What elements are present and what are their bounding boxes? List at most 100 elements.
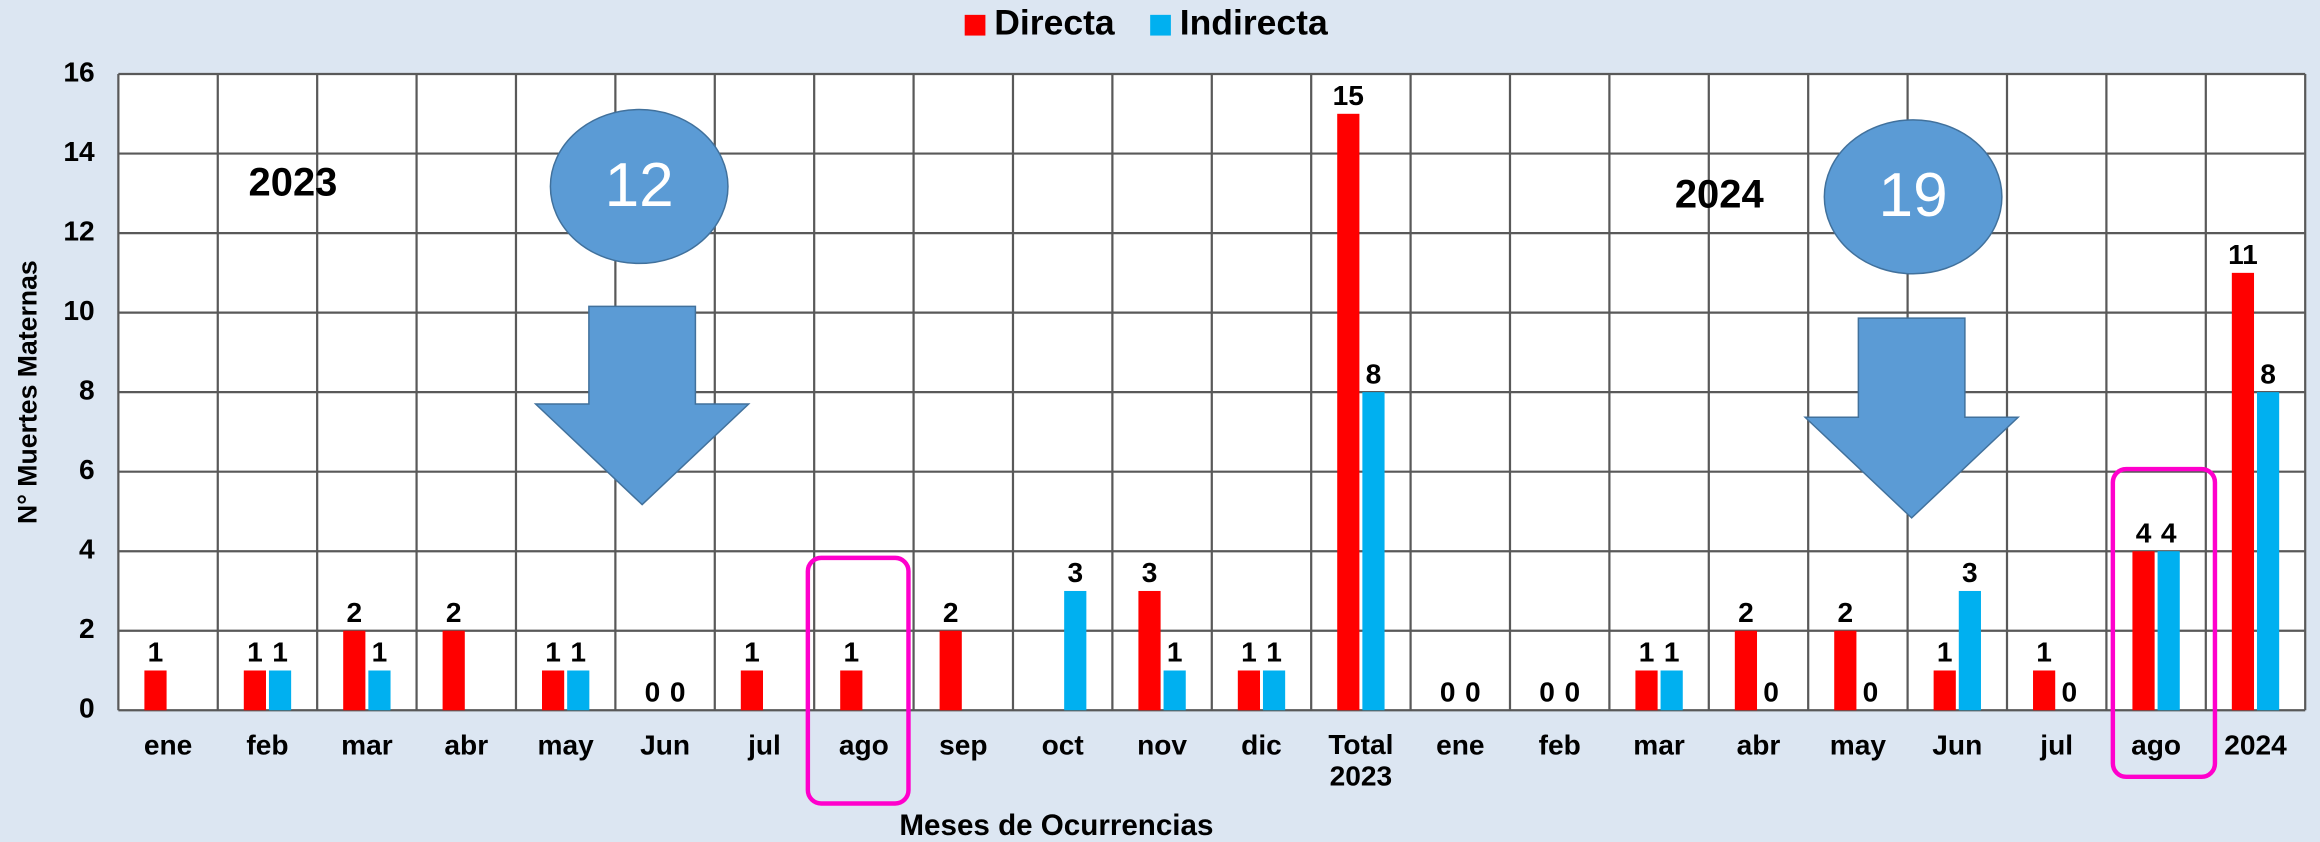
legend-swatch: [1150, 14, 1171, 36]
x-tick-label: ene: [144, 730, 192, 761]
value-label: 3: [1142, 557, 1158, 588]
value-label: 0: [1564, 676, 1580, 707]
x-tick-label: Total 2023: [1328, 730, 1393, 792]
value-label: 1: [372, 637, 388, 668]
bar: [542, 670, 565, 711]
bar: [442, 630, 465, 711]
x-tick-label: sep: [939, 730, 987, 761]
legend-swatch: [964, 14, 986, 36]
bar: [840, 670, 863, 711]
value-label: 2: [943, 597, 959, 628]
value-label: 1: [1639, 637, 1655, 668]
y-axis-label: N° Muertes Maternas: [13, 260, 43, 524]
x-tick-label: Jun: [1932, 730, 1982, 761]
bar: [740, 670, 763, 711]
x-tick-label: may: [538, 730, 595, 761]
value-label: 15: [1333, 80, 1364, 111]
x-tick-label: may: [1830, 730, 1887, 761]
value-label: 4: [2161, 517, 2177, 548]
value-label: 1: [1937, 637, 1953, 668]
bar: [1237, 670, 1261, 711]
bar: [1660, 670, 1683, 711]
x-tick-label: Jun: [640, 730, 690, 761]
value-label: 1: [1266, 637, 1282, 668]
value-label: 0: [645, 676, 661, 707]
y-tick-label: 14: [63, 136, 95, 167]
value-label: 11: [2228, 239, 2258, 270]
y-tick-label: 4: [79, 534, 95, 565]
x-tick-label: abr: [1737, 730, 1781, 761]
value-label: 1: [570, 637, 586, 668]
callout-number: 19: [1879, 161, 1948, 230]
value-label: 0: [1539, 676, 1555, 707]
x-tick-label: jul: [747, 730, 781, 761]
year-label: 2023: [249, 161, 338, 205]
value-label: 8: [2260, 358, 2276, 389]
value-label: 1: [1664, 637, 1680, 668]
y-tick-label: 0: [79, 693, 95, 724]
legend-label: Indirecta: [1180, 3, 1328, 43]
bar: [939, 630, 962, 711]
value-label: 0: [1863, 676, 1879, 707]
value-label: 1: [2036, 637, 2052, 668]
value-label: 2: [346, 597, 362, 628]
value-label: 1: [1241, 637, 1257, 668]
bar: [2231, 272, 2255, 711]
bar: [1834, 630, 1857, 711]
value-label: 1: [247, 637, 263, 668]
x-tick-label: jul: [2039, 730, 2073, 761]
x-tick-label: abr: [444, 730, 488, 761]
bar: [1064, 590, 1087, 711]
bar: [2033, 670, 2056, 711]
value-label: 0: [1440, 676, 1456, 707]
value-label: 4: [2136, 517, 2152, 548]
x-tick-label: feb: [246, 730, 288, 761]
value-label: 2: [1837, 597, 1853, 628]
value-label: 2: [1738, 597, 1754, 628]
value-label: 8: [1366, 358, 1382, 389]
down-arrow: [533, 305, 751, 506]
callout-ellipse: [549, 108, 729, 265]
value-label: 0: [1763, 676, 1779, 707]
bar: [2256, 392, 2280, 711]
value-label: 0: [1465, 676, 1481, 707]
bar: [1933, 670, 1956, 711]
bar: [1635, 670, 1658, 711]
y-tick-label: 10: [63, 295, 94, 326]
bar: [368, 670, 391, 711]
bar: [1262, 670, 1286, 711]
callout-number: 12: [605, 151, 674, 220]
value-label: 1: [272, 637, 288, 668]
x-tick-label: ago: [839, 730, 889, 761]
bar: [1362, 392, 1385, 711]
value-label: 3: [1067, 557, 1083, 588]
y-tick-label: 2: [79, 613, 95, 644]
bar: [1337, 113, 1360, 711]
bar: [1163, 670, 1186, 711]
value-label: 0: [2061, 676, 2077, 707]
y-tick-label: 8: [79, 375, 95, 406]
bar: [1734, 630, 1758, 711]
value-label: 1: [148, 637, 164, 668]
y-tick-label: 6: [79, 454, 95, 485]
year-label: 2024: [1675, 172, 1764, 216]
bar: [1958, 590, 1981, 711]
value-label: 0: [670, 676, 686, 707]
value-label: 1: [545, 637, 561, 668]
x-tick-label: mar: [1633, 730, 1685, 761]
callout-ellipse: [1823, 119, 2003, 275]
x-tick-label: ago: [2131, 730, 2181, 761]
value-label: 3: [1962, 557, 1978, 588]
value-label: 1: [1167, 637, 1183, 668]
x-tick-label: nov: [1137, 730, 1187, 761]
legend-label: Directa: [994, 3, 1115, 43]
down-arrow: [1803, 317, 2021, 519]
bar: [2157, 551, 2180, 711]
x-axis-label: Meses de Ocurrencias: [899, 809, 1213, 842]
x-tick-label: feb: [1539, 730, 1581, 761]
bar: [567, 670, 590, 711]
y-tick-label: 16: [63, 56, 94, 87]
x-tick-label: mar: [341, 730, 393, 761]
y-tick-label: 12: [63, 216, 94, 247]
